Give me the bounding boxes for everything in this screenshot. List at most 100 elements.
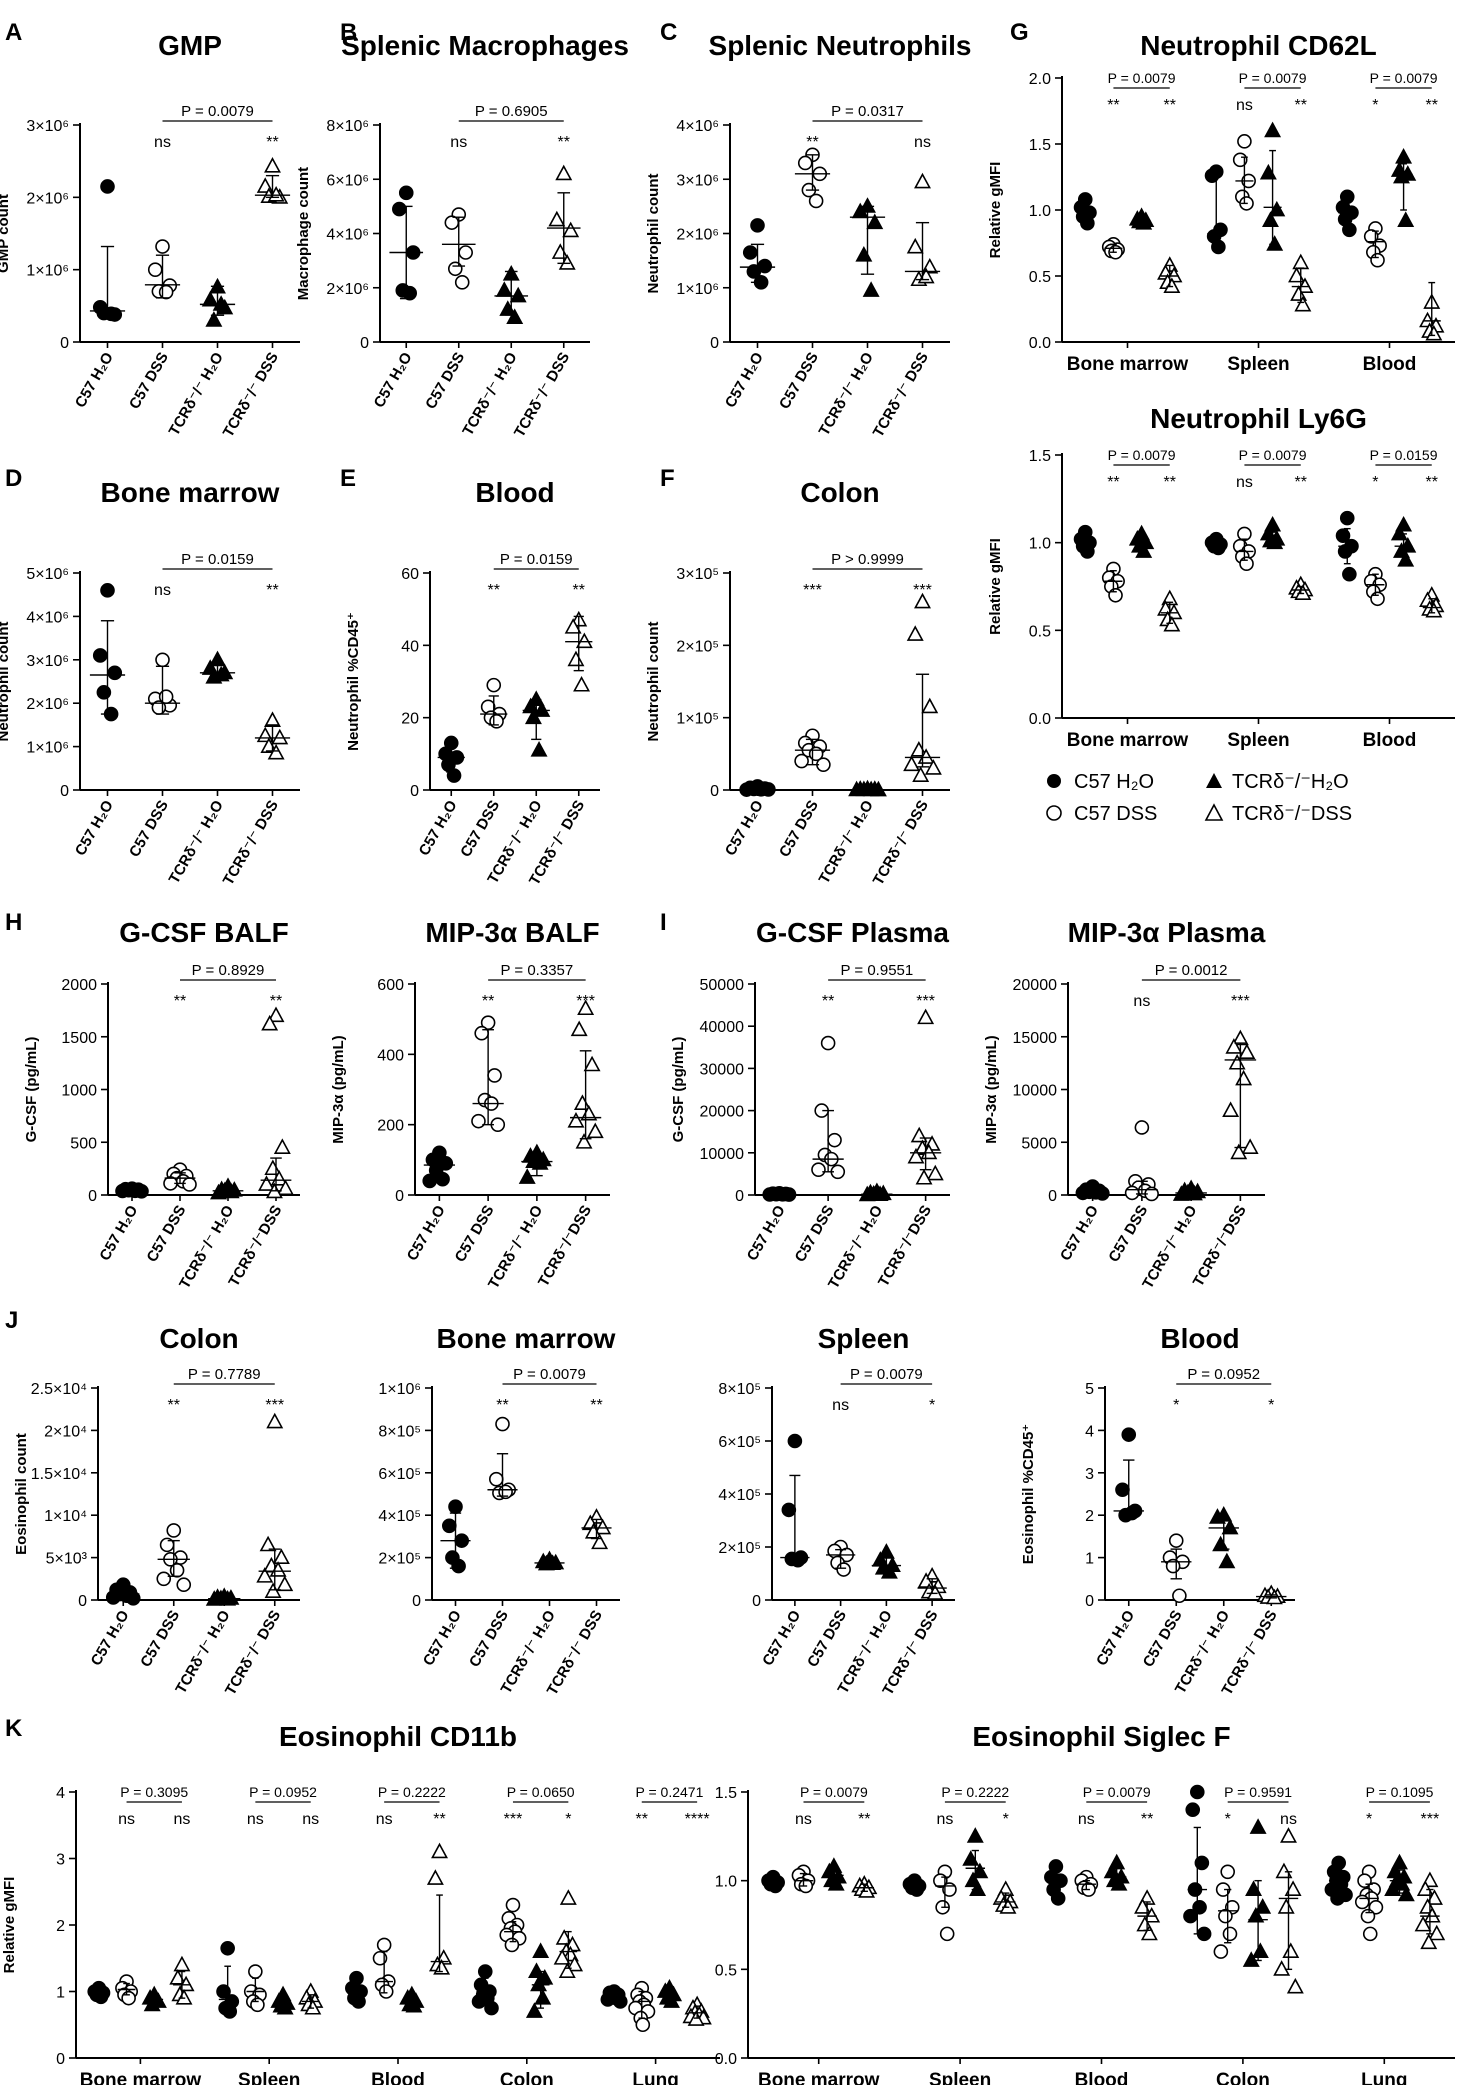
- chart-h2: MIP-3α BALF 0 200 400 600 MIP-3α (pg/mL) C57 H…: [330, 917, 610, 1292]
- x-tick-label: Lung: [1361, 2070, 1407, 2085]
- data-point: [264, 157, 281, 173]
- y-tick-label: 1.5: [715, 1785, 737, 1802]
- series-1: [144, 652, 181, 715]
- y-axis-label: Relative gMFI: [987, 162, 1004, 259]
- y-tick-label: 1: [1085, 1551, 1094, 1568]
- data-point: [1370, 591, 1385, 607]
- panel-letter: G: [1010, 19, 1029, 46]
- significance-label: **: [1141, 1811, 1153, 1828]
- y-tick-label: 1.5×10⁴: [31, 1466, 87, 1483]
- significance-label: ns: [450, 134, 467, 151]
- y-axis-label: Eosinophil count: [13, 1433, 30, 1555]
- data-point: [583, 1055, 601, 1072]
- data-point: [534, 1988, 552, 2005]
- data-point: [1395, 148, 1413, 164]
- x-tick-label: Spleen: [1227, 730, 1289, 751]
- data-point: [158, 689, 174, 704]
- y-tick-label: 5000: [1021, 1135, 1057, 1152]
- significance-label: *: [929, 1397, 935, 1414]
- series-2: [871, 1543, 902, 1579]
- data-point: [917, 1008, 935, 1025]
- series-2: [205, 1587, 241, 1606]
- data-point: [1286, 1977, 1304, 1994]
- x-tick-label: Spleen: [238, 2070, 300, 2085]
- significance-label: **: [1295, 474, 1307, 491]
- data-point: [477, 1964, 493, 1979]
- data-point: [924, 759, 942, 775]
- x-tick-label: TCRδ⁻/⁻ DSS: [511, 350, 573, 441]
- chart-title: Bone marrow: [437, 1323, 616, 1354]
- y-tick-label: 6×10⁵: [378, 1466, 421, 1483]
- significance-label: **: [590, 1397, 602, 1414]
- data-point: [1135, 214, 1153, 230]
- y-tick-label: 2000: [61, 977, 97, 994]
- series-1: [441, 207, 476, 290]
- data-point: [1339, 510, 1355, 526]
- panel-letter: B: [340, 19, 357, 46]
- x-tick-label: C57 DSS: [792, 1203, 838, 1266]
- data-point: [256, 1567, 274, 1583]
- data-point: [441, 1518, 457, 1534]
- data-point: [392, 201, 407, 217]
- series-3: [1157, 253, 1445, 341]
- pvalue-label: P = 0.0079: [1083, 1784, 1151, 1800]
- data-point: [448, 1499, 463, 1515]
- data-point: [522, 697, 540, 714]
- data-point: [1237, 134, 1252, 149]
- data-point: [1242, 1951, 1260, 1967]
- chart-f: F Colon 0 1×10⁵ 2×10⁵ 3×10⁵ Neutrophil count C5…: [645, 465, 950, 888]
- data-point: [147, 262, 163, 277]
- chart-title: Colon: [159, 1323, 238, 1354]
- pvalue-label: P = 0.9591: [1224, 1784, 1292, 1800]
- series-3: [1157, 575, 1445, 632]
- data-point: [216, 1984, 231, 1999]
- y-tick-label: 0: [412, 1593, 421, 1610]
- y-tick-label: 0.0: [1029, 335, 1051, 352]
- x-tick-label: C57 H₂O: [404, 1202, 449, 1263]
- significance-label: ****: [685, 1811, 710, 1828]
- chart-title: Splenic Neutrophils: [709, 30, 972, 61]
- y-tick-label: 0: [1048, 1188, 1057, 1205]
- chart-title: G-CSF BALF: [119, 917, 289, 948]
- y-tick-label: 1.5: [1029, 137, 1051, 154]
- data-point: [1230, 1143, 1248, 1160]
- y-tick-label: 20: [401, 711, 419, 728]
- data-point: [378, 1984, 394, 1999]
- data-point: [107, 665, 123, 681]
- pvalue-label: P = 0.2222: [378, 1784, 446, 1800]
- chart-k2: Eosinophil Siglec F 0.0 0.5 1.0 1.5 Bone marr…: [715, 1721, 1455, 2085]
- data-point: [797, 155, 813, 171]
- data-point: [277, 1179, 294, 1196]
- y-tick-label: 1×10⁶: [378, 1381, 421, 1398]
- data-point: [272, 1548, 290, 1565]
- data-point: [586, 1122, 604, 1139]
- series-0: [1073, 164, 1359, 255]
- y-tick-label: 2×10⁵: [378, 1551, 421, 1568]
- series-3: [169, 1842, 712, 2026]
- series-0: [89, 179, 126, 322]
- data-point: [926, 1164, 944, 1181]
- pvalue-label: P = 0.1095: [1366, 1784, 1434, 1800]
- significance-label: **: [174, 993, 186, 1010]
- series-3: [256, 1412, 294, 1598]
- chart-i2: MIP-3α Plasma 0 5000 10000 15000 20000 MIP-3α …: [983, 917, 1266, 1292]
- data-point: [1225, 1038, 1243, 1054]
- data-point: [1342, 566, 1357, 582]
- y-axis-label: MIP-3α (pg/mL): [983, 1035, 1000, 1143]
- x-tick-label: C57 H₂O: [416, 797, 461, 858]
- panel-letter: E: [340, 465, 356, 492]
- x-tick-label: TCRδ⁻/⁻ DSS: [220, 798, 282, 889]
- y-tick-label: 0: [395, 1188, 404, 1205]
- y-tick-label: 20000: [1013, 977, 1058, 994]
- y-tick-label: 1.0: [1029, 536, 1051, 553]
- series-2: [210, 1177, 244, 1200]
- series-0: [780, 1433, 810, 1568]
- y-tick-label: 400: [377, 1047, 404, 1064]
- data-point: [1425, 1889, 1443, 1905]
- data-point: [921, 697, 939, 714]
- y-tick-label: 1.5: [1029, 448, 1051, 465]
- y-tick-label: 3: [56, 1852, 65, 1869]
- chart-title: Neutrophil Ly6G: [1150, 403, 1367, 434]
- data-point: [1280, 1827, 1297, 1843]
- significance-label: *: [1003, 1811, 1009, 1828]
